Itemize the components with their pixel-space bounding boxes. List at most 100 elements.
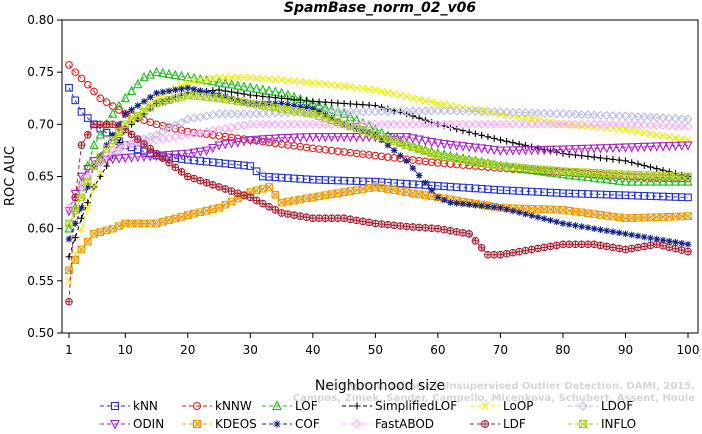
data-point xyxy=(352,107,362,117)
data-point xyxy=(577,109,587,120)
data-point xyxy=(315,214,323,222)
legend-label: LDF xyxy=(503,417,526,431)
data-point xyxy=(108,108,118,118)
data-point xyxy=(684,247,692,256)
data-point xyxy=(109,121,117,128)
data-point xyxy=(577,144,587,155)
data-point xyxy=(484,203,492,210)
data-point xyxy=(390,222,398,229)
data-point xyxy=(272,100,279,107)
data-point xyxy=(245,82,256,92)
data-point xyxy=(64,203,74,213)
data-point xyxy=(96,228,105,236)
data-point xyxy=(677,141,687,151)
data-point xyxy=(633,143,643,153)
data-point xyxy=(470,143,481,154)
data-point xyxy=(409,94,417,102)
data-point xyxy=(151,130,162,140)
data-point xyxy=(547,217,554,224)
data-point xyxy=(134,102,142,109)
data-point xyxy=(352,419,362,429)
data-point xyxy=(272,400,282,411)
data-point xyxy=(408,119,418,129)
data-point xyxy=(570,119,581,129)
data-point xyxy=(159,88,167,96)
data-point xyxy=(670,176,681,186)
data-point xyxy=(284,76,292,85)
data-point xyxy=(602,119,612,129)
data-point xyxy=(371,86,380,94)
series-knnw xyxy=(65,61,692,183)
data-point xyxy=(128,131,135,138)
data-point xyxy=(309,78,317,87)
data-point xyxy=(520,163,531,174)
y-tick-label: 0.70 xyxy=(27,117,54,131)
data-point xyxy=(539,145,549,156)
data-point xyxy=(614,119,624,129)
data-point xyxy=(234,73,242,82)
data-point xyxy=(221,200,230,209)
data-point xyxy=(659,132,667,140)
data-point xyxy=(533,119,543,129)
data-point xyxy=(470,119,480,129)
data-point xyxy=(677,121,687,131)
data-point xyxy=(108,151,118,161)
data-point xyxy=(346,83,355,91)
data-point xyxy=(315,98,323,106)
data-point xyxy=(165,159,173,167)
x-tick-label: 50 xyxy=(368,343,383,357)
data-point xyxy=(403,223,410,230)
data-point xyxy=(508,107,518,117)
data-point xyxy=(590,241,598,248)
data-point xyxy=(572,241,579,248)
data-point xyxy=(452,119,462,129)
data-point xyxy=(634,232,642,240)
data-point xyxy=(346,187,355,195)
legend-item-inflo: INFLO xyxy=(568,417,636,431)
data-point xyxy=(108,155,118,165)
data-point xyxy=(222,185,229,193)
data-point xyxy=(278,209,285,217)
data-point xyxy=(272,94,279,101)
data-point xyxy=(334,99,342,107)
data-point xyxy=(359,218,367,225)
data-point xyxy=(246,162,255,170)
data-point xyxy=(178,168,185,176)
data-point xyxy=(483,107,493,117)
legend-item-kdeos: KDEOS xyxy=(182,417,257,431)
data-point xyxy=(190,77,198,86)
data-point xyxy=(464,119,474,129)
data-point xyxy=(377,119,387,129)
data-point xyxy=(284,101,292,108)
data-point xyxy=(127,130,136,139)
data-point xyxy=(165,158,173,167)
data-point xyxy=(95,129,105,139)
data-point xyxy=(440,100,448,109)
data-point xyxy=(671,134,680,142)
data-point xyxy=(108,136,117,144)
data-point xyxy=(583,144,593,155)
data-point xyxy=(434,99,442,108)
data-point xyxy=(664,176,674,186)
data-point xyxy=(203,179,210,187)
data-point xyxy=(615,156,623,164)
legend-label: COF xyxy=(295,417,320,431)
data-point xyxy=(146,144,155,153)
data-point xyxy=(240,191,248,199)
data-point xyxy=(597,154,604,162)
legend-label: LOF xyxy=(295,399,318,413)
series-layer xyxy=(64,61,693,306)
data-point xyxy=(83,80,92,89)
data-point xyxy=(71,194,79,201)
data-point xyxy=(364,119,374,129)
data-point xyxy=(234,96,242,104)
data-point xyxy=(152,149,161,158)
data-point xyxy=(401,133,412,143)
data-point xyxy=(78,141,85,149)
watermark-line-2: Campos, Zimek, Sander, Campello, Micenko… xyxy=(293,393,695,404)
data-point xyxy=(71,96,80,105)
data-point xyxy=(365,85,373,93)
data-point xyxy=(333,107,343,117)
data-point xyxy=(384,105,392,113)
data-point xyxy=(472,201,479,209)
